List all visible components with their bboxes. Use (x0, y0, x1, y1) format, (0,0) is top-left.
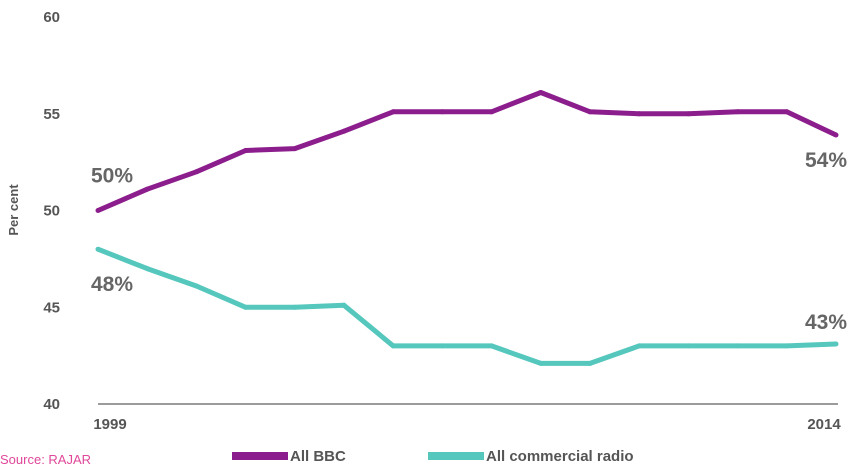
data-point-all-commercial-radio-2004 (341, 302, 347, 308)
legend-swatch-all-commercial-radio (428, 452, 484, 460)
data-labels: 50% 54% 48% 43% (91, 149, 847, 334)
x-tick-label-1999: 1999 (93, 416, 126, 433)
data-point-all-commercial-radio-2003 (292, 304, 298, 310)
data-point-all-commercial-radio-2014 (833, 341, 839, 347)
legend-label-all-bbc: All BBC (290, 448, 346, 465)
data-point-all-commercial-radio-2006 (439, 343, 445, 349)
y-tick-label-45: 45 (43, 299, 60, 316)
data-point-all-commercial-radio-1999 (95, 246, 101, 252)
data-point-all-bbc-2010 (636, 111, 642, 117)
data-point-all-commercial-radio-2012 (735, 343, 741, 349)
data-point-all-bbc-2002 (243, 148, 249, 153)
data-point-all-bbc-2007 (489, 109, 495, 115)
series-line-all-commercial-radio (97, 246, 837, 366)
legend-item-all-commercial-radio: All commercial radio (428, 448, 634, 465)
y-axis-label: Per cent (6, 184, 21, 236)
data-point-all-bbc-2004 (341, 128, 347, 134)
data-point-all-commercial-radio-2013 (784, 343, 790, 349)
x-axis: 1999 2014 (93, 416, 841, 433)
data-point-all-commercial-radio-2011 (685, 343, 691, 349)
source-note: Source: RAJAR (0, 452, 91, 467)
data-point-all-bbc-2006 (439, 109, 445, 115)
data-point-all-commercial-radio-2002 (243, 304, 249, 310)
legend-swatch-all-bbc (232, 452, 288, 460)
data-label-all-bbc-end: 54% (805, 149, 847, 172)
data-label-commercial-start: 48% (91, 273, 133, 296)
data-point-all-bbc-2000 (144, 186, 150, 192)
data-point-all-commercial-radio-2010 (636, 343, 642, 349)
data-point-all-bbc-2003 (292, 146, 298, 152)
y-tick-label-40: 40 (43, 396, 60, 413)
data-point-all-bbc-2013 (784, 109, 790, 115)
data-point-all-commercial-radio-2005 (390, 343, 396, 349)
legend-item-all-bbc: All BBC (232, 448, 346, 465)
y-tick-label-55: 55 (43, 106, 60, 123)
data-point-all-commercial-radio-2008 (538, 360, 544, 366)
legend: All BBC All commercial radio (232, 448, 634, 465)
data-point-all-commercial-radio-2000 (144, 266, 150, 272)
data-point-all-bbc-2011 (685, 111, 691, 117)
legend-label-all-commercial-radio: All commercial radio (486, 448, 634, 465)
y-tick-label-50: 50 (43, 203, 60, 220)
data-point-all-bbc-2005 (390, 109, 396, 115)
series-line-all-bbc (97, 90, 838, 213)
data-point-all-commercial-radio-2001 (193, 283, 199, 289)
data-point-all-bbc-2012 (735, 109, 741, 115)
y-tick-label-60: 60 (43, 9, 60, 26)
x-tick-label-2014: 2014 (807, 416, 841, 433)
data-point-all-commercial-radio-2009 (587, 360, 593, 366)
data-point-all-bbc-1999 (95, 208, 101, 213)
data-point-all-commercial-radio-2007 (489, 343, 495, 349)
data-point-all-bbc-2001 (193, 169, 199, 175)
data-label-commercial-end: 43% (805, 311, 847, 334)
y-axis: 40 45 50 55 60 (43, 9, 60, 413)
series-layer (95, 90, 839, 366)
data-point-all-bbc-2008 (538, 90, 544, 95)
data-point-all-bbc-2014 (833, 132, 839, 138)
data-point-all-bbc-2009 (587, 109, 593, 115)
data-label-all-bbc-start: 50% (91, 165, 133, 188)
